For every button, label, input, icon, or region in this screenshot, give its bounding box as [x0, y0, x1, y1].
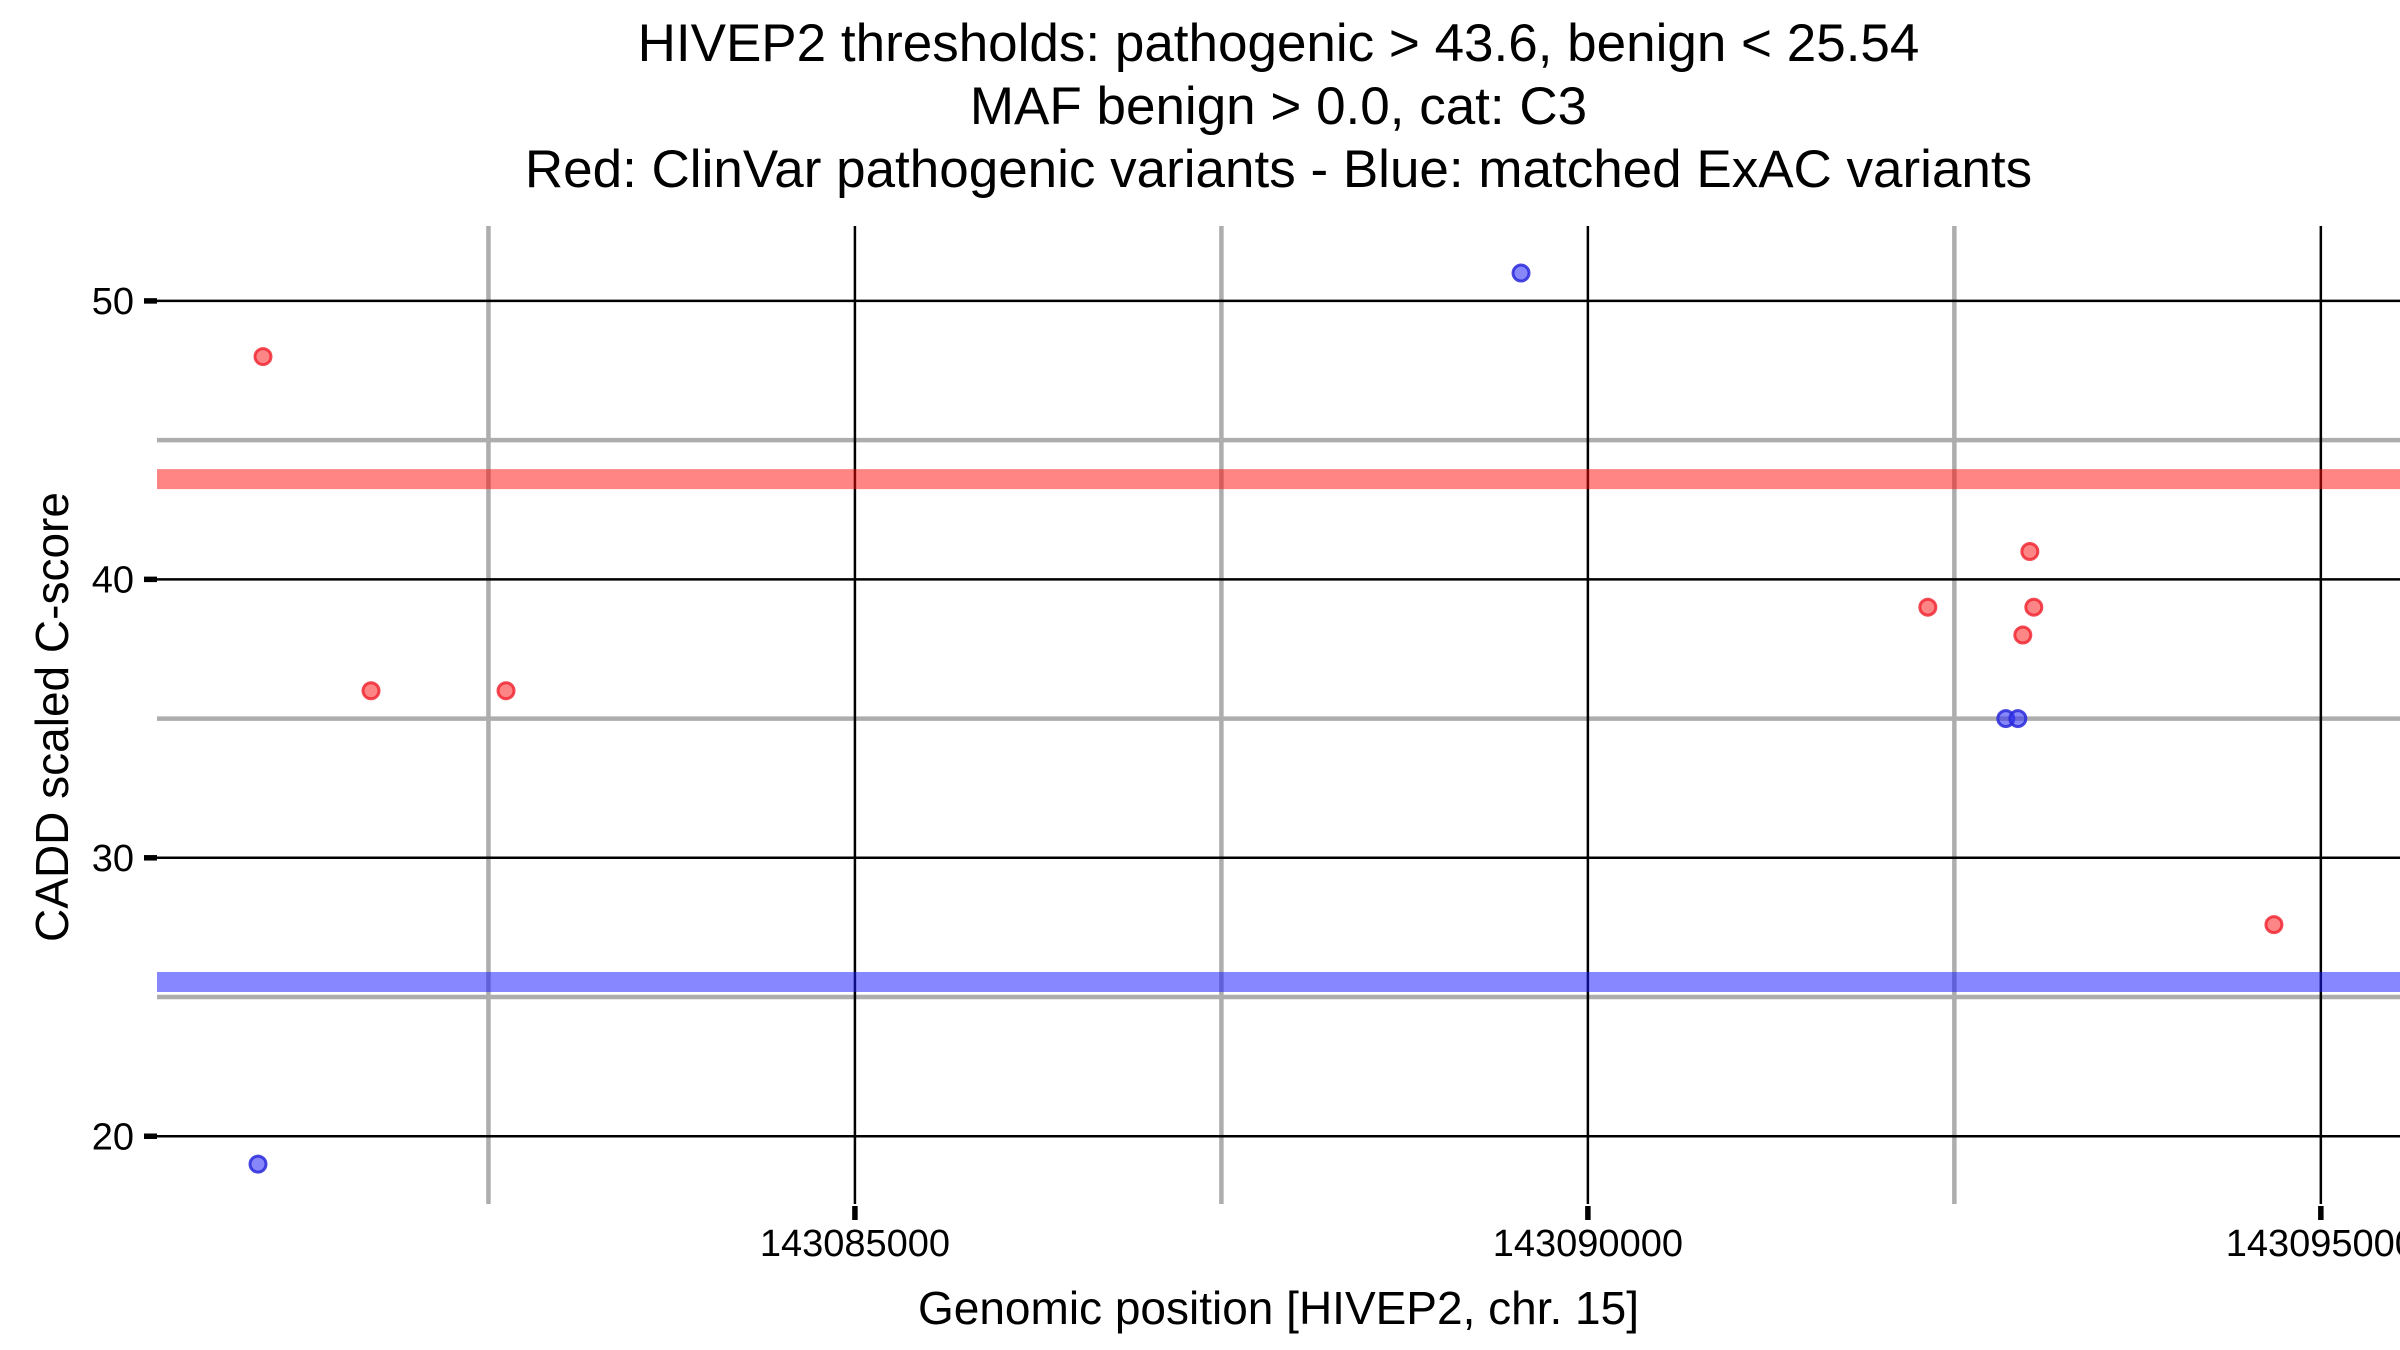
- x-tick-label-143090000: 143090000: [1493, 1223, 1683, 1265]
- point-blue-3: [248, 1154, 268, 1174]
- point-red-0: [253, 347, 273, 367]
- point-red-5: [2024, 597, 2044, 617]
- y-tick-label-50: 50: [92, 281, 134, 323]
- y-tick-label-40: 40: [92, 559, 134, 601]
- y-tick-label-20: 20: [92, 1116, 134, 1158]
- point-red-1: [361, 681, 381, 701]
- pathogenic-threshold-band: [157, 469, 2400, 490]
- point-red-3: [1918, 597, 1938, 617]
- x-axis-title: Genomic position [HIVEP2, chr. 15]: [917, 1282, 1640, 1334]
- point-red-4: [2020, 542, 2040, 562]
- point-red-7: [2264, 915, 2284, 935]
- point-blue-0: [1511, 263, 1531, 283]
- point-red-2: [496, 681, 516, 701]
- point-red-6: [2013, 625, 2033, 645]
- chart-title: HIVEP2 thresholds: pathogenic > 43.6, be…: [157, 12, 2400, 201]
- chart-title-line-1: HIVEP2 thresholds: pathogenic > 43.6, be…: [637, 14, 1920, 73]
- x-tick-label-143085000: 143085000: [760, 1223, 950, 1265]
- point-blue-2: [2008, 709, 2028, 729]
- x-tick-label-143095000: 143095000: [2226, 1223, 2400, 1265]
- benign-threshold-band: [157, 971, 2400, 992]
- chart-title-line-3: Red: ClinVar pathogenic variants - Blue:…: [524, 140, 2033, 199]
- y-tick-label-30: 30: [92, 838, 134, 880]
- chart-title-line-2: MAF benign > 0.0, cat: C3: [969, 77, 1588, 136]
